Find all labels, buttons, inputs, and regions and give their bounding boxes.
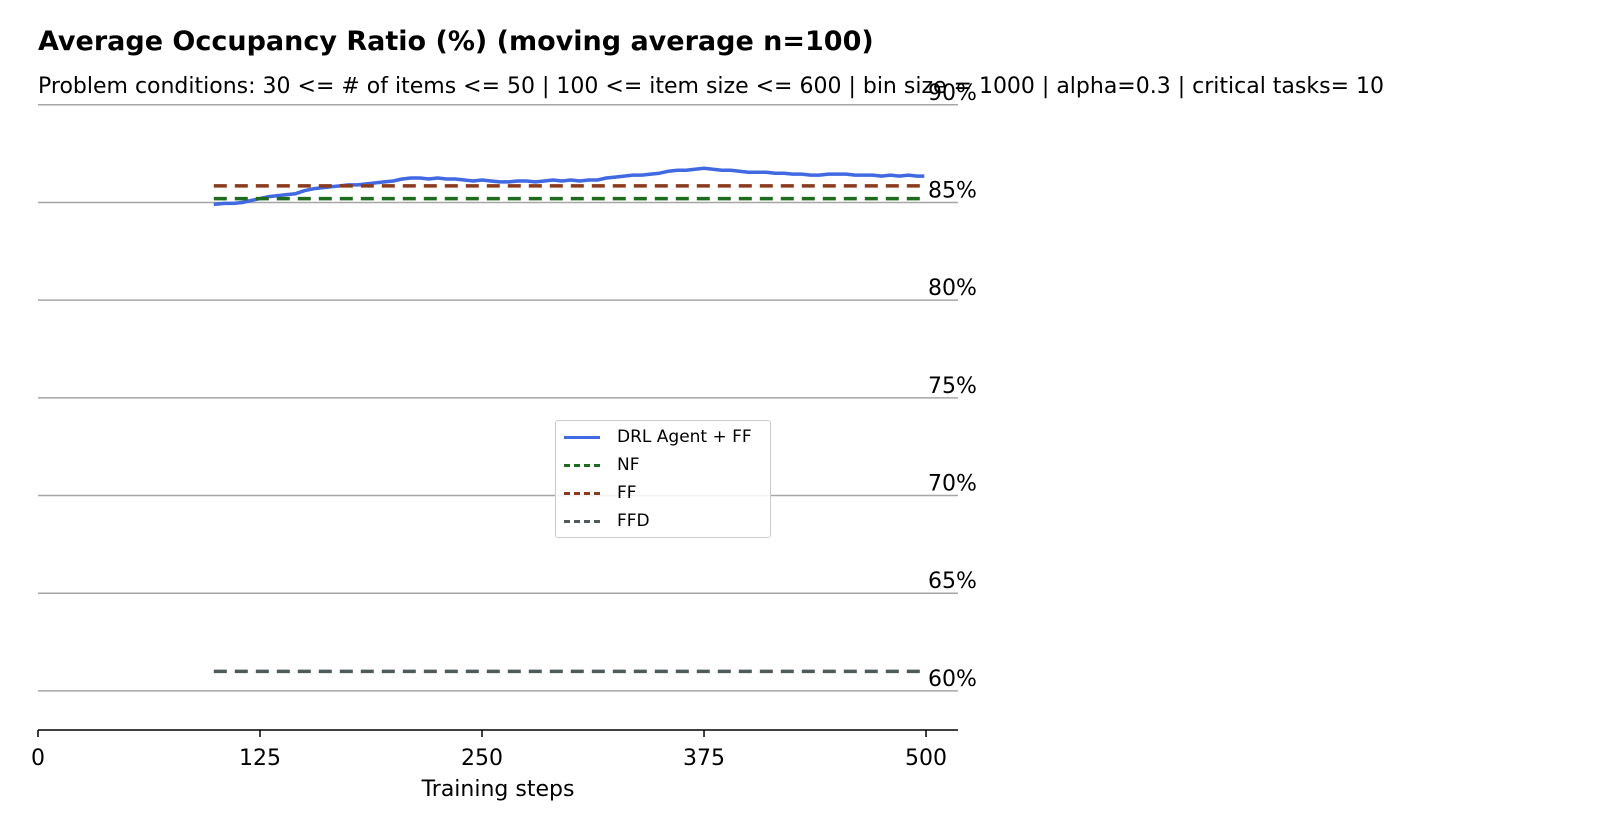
legend: DRL Agent + FF NF FF FFD <box>555 420 771 538</box>
chart-title: Average Occupancy Ratio (%) (moving aver… <box>38 26 874 57</box>
legend-item-nf: NF <box>564 455 640 475</box>
legend-swatch-drl <box>564 435 600 439</box>
legend-label-nf: NF <box>617 455 640 475</box>
legend-label-ffd: FFD <box>617 511 650 531</box>
y-tick-label: 90% <box>928 81 977 106</box>
y-tick-label: 60% <box>928 667 977 692</box>
x-tick-label: 250 <box>461 746 503 771</box>
legend-swatch-ffd <box>564 519 600 523</box>
x-tick-label: 500 <box>905 746 947 771</box>
y-tick-label: 65% <box>928 569 977 594</box>
legend-label-drl: DRL Agent + FF <box>617 427 752 447</box>
legend-label-ff: FF <box>617 483 637 503</box>
y-tick-label: 80% <box>928 276 977 301</box>
y-tick-label: 85% <box>928 178 977 203</box>
legend-item-ff: FF <box>564 483 637 503</box>
legend-swatch-nf <box>564 463 600 467</box>
legend-item-ffd: FFD <box>564 511 650 531</box>
series-line-drl <box>213 166 925 207</box>
x-axis-label: Training steps <box>421 777 575 802</box>
legend-swatch-ff <box>564 491 600 495</box>
x-tick-label: 125 <box>239 746 281 771</box>
chart-subtitle: Problem conditions: 30 <= # of items <= … <box>38 74 1384 99</box>
y-tick-label: 70% <box>928 472 977 497</box>
y-tick-label: 75% <box>928 374 977 399</box>
x-tick-label: 0 <box>31 746 45 771</box>
x-tick-label: 375 <box>683 746 725 771</box>
legend-item-drl: DRL Agent + FF <box>564 427 752 447</box>
